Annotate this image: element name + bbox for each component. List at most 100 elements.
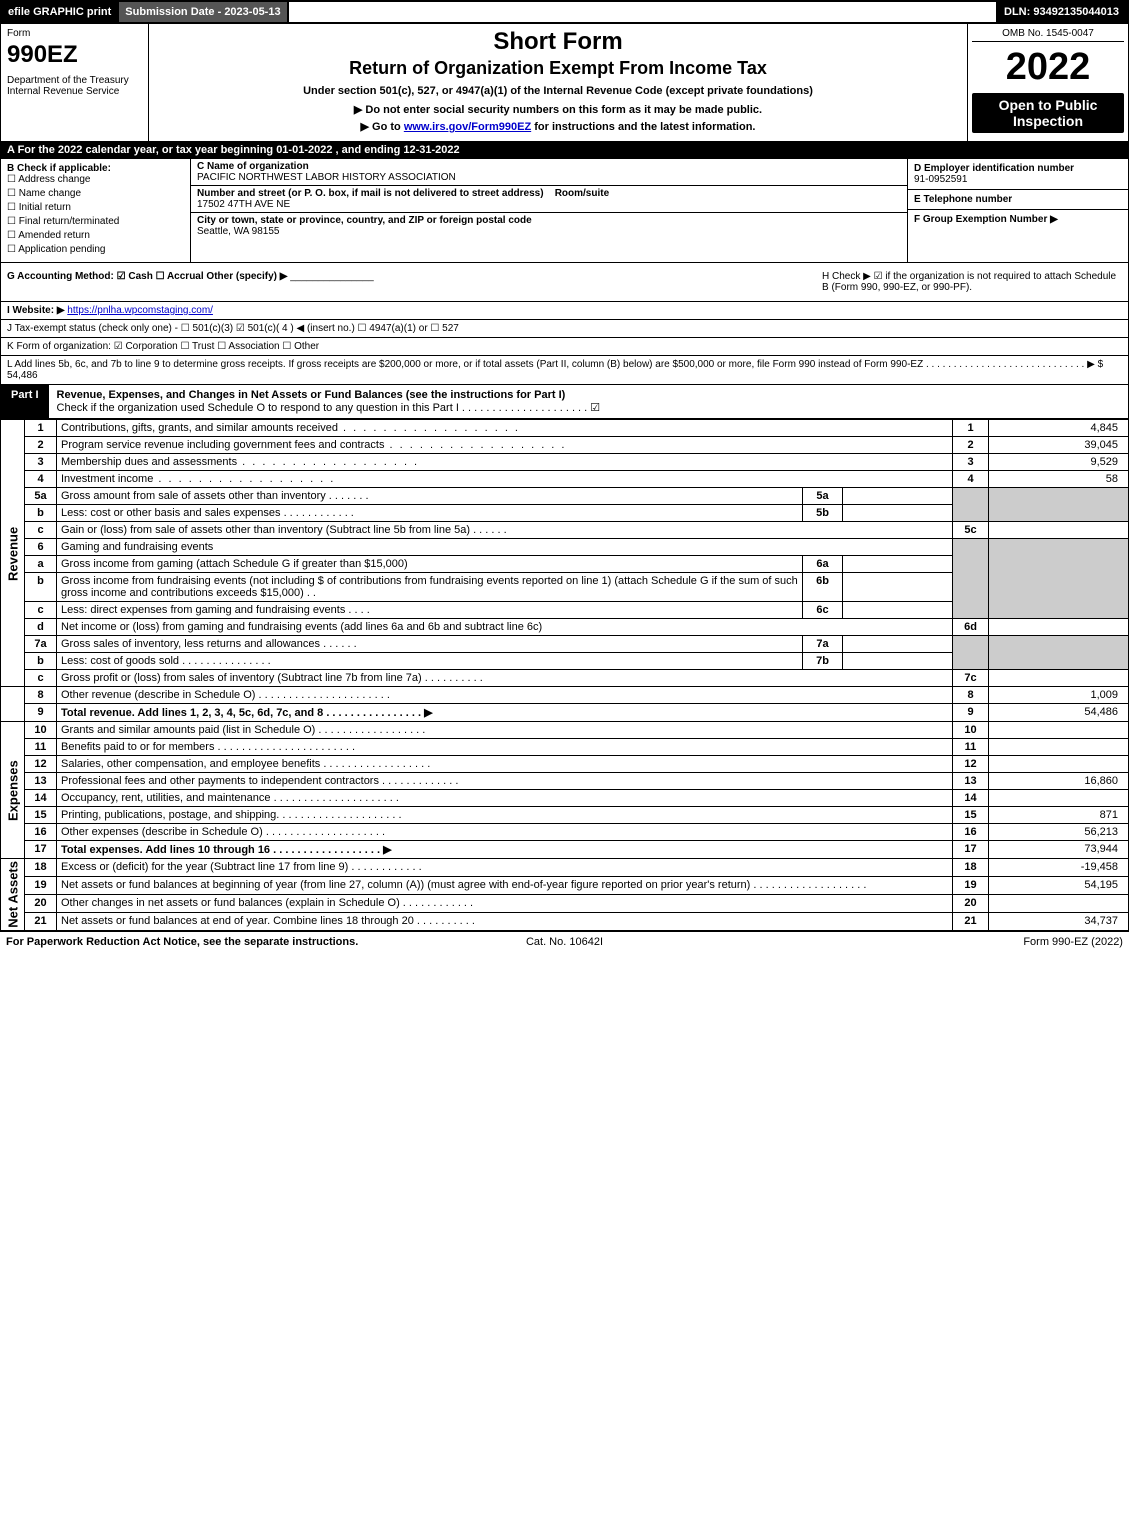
ein-label: D Employer identification number: [914, 163, 1074, 174]
ln-6: 6: [25, 539, 57, 556]
accounting-other-line: _______________: [290, 271, 373, 282]
desc-6c: Less: direct expenses from gaming and fu…: [57, 602, 803, 619]
out-20: 20: [953, 894, 989, 912]
irs-link[interactable]: www.irs.gov/Form990EZ: [404, 121, 531, 133]
irs-label: Internal Revenue Service: [7, 86, 142, 97]
form-word: Form: [7, 28, 142, 39]
ln-6d: d: [25, 619, 57, 636]
out-15: 15: [953, 807, 989, 824]
desc-15: Printing, publications, postage, and shi…: [57, 807, 953, 824]
website-label: I Website: ▶: [7, 305, 65, 316]
desc-11: Benefits paid to or for members . . . . …: [57, 739, 953, 756]
address-block: Number and street (or P. O. box, if mail…: [191, 186, 907, 213]
sub-7a: 7a: [803, 636, 843, 653]
row-l-value: 54,486: [7, 370, 38, 381]
check-label: Application pending: [18, 244, 105, 255]
out-11: 11: [953, 739, 989, 756]
ln-6a: a: [25, 556, 57, 573]
desc-2: Program service revenue including govern…: [61, 439, 566, 451]
phone-label: E Telephone number: [914, 194, 1012, 205]
footer-right: Form 990-EZ (2022): [751, 936, 1123, 948]
ln-4: 4: [25, 471, 57, 488]
lines-table: Revenue 1 Contributions, gifts, grants, …: [0, 419, 1129, 931]
section-g: G Accounting Method: ☑ Cash ☐ Accrual Ot…: [7, 271, 822, 293]
website-link[interactable]: https://pnlha.wpcomstaging.com/: [67, 305, 213, 316]
desc-10: Grants and similar amounts paid (list in…: [57, 722, 953, 739]
check-label: Initial return: [19, 202, 71, 213]
ln-15: 15: [25, 807, 57, 824]
dln: DLN: 93492135044013: [998, 2, 1127, 22]
out-3: 3: [953, 454, 989, 471]
subval-5a: [843, 488, 953, 505]
check-final-return[interactable]: ☐ Final return/terminated: [7, 216, 184, 227]
check-address-change[interactable]: ☐ Address change: [7, 174, 184, 185]
val-7c: [989, 670, 1129, 687]
out-12: 12: [953, 756, 989, 773]
row-k: K Form of organization: ☑ Corporation ☐ …: [0, 338, 1129, 356]
part1-tab: Part I: [1, 385, 49, 418]
check-label: Address change: [18, 174, 90, 185]
out-13: 13: [953, 773, 989, 790]
part1-header: Part I Revenue, Expenses, and Changes in…: [0, 385, 1129, 419]
check-name-change[interactable]: ☐ Name change: [7, 188, 184, 199]
subval-6c: [843, 602, 953, 619]
desc-7b: Less: cost of goods sold . . . . . . . .…: [57, 653, 803, 670]
section-def: D Employer identification number 91-0952…: [908, 159, 1128, 262]
out-7c: 7c: [953, 670, 989, 687]
ln-6c: c: [25, 602, 57, 619]
desc-7a: Gross sales of inventory, less returns a…: [57, 636, 803, 653]
check-label: Name change: [19, 188, 81, 199]
check-application-pending[interactable]: ☐ Application pending: [7, 244, 184, 255]
val-9: 54,486: [989, 704, 1129, 722]
subval-7b: [843, 653, 953, 670]
ln-3: 3: [25, 454, 57, 471]
val-10: [989, 722, 1129, 739]
check-initial-return[interactable]: ☐ Initial return: [7, 202, 184, 213]
topbar: efile GRAPHIC print Submission Date - 20…: [0, 0, 1129, 24]
shadeval-6: [989, 539, 1129, 619]
val-1: 4,845: [989, 420, 1129, 437]
desc-8: Other revenue (describe in Schedule O) .…: [57, 687, 953, 704]
section-f: F Group Exemption Number ▶: [908, 210, 1128, 229]
ln-5b: b: [25, 505, 57, 522]
block-identity: B Check if applicable: ☐ Address change …: [0, 159, 1129, 263]
org-name-block: C Name of organization PACIFIC NORTHWEST…: [191, 159, 907, 186]
subval-6b: [843, 573, 953, 602]
desc-19: Net assets or fund balances at beginning…: [57, 876, 953, 894]
ln-9: 9: [25, 704, 57, 722]
form-number: 990EZ: [7, 41, 142, 69]
desc-17: Total expenses. Add lines 10 through 16 …: [61, 844, 392, 856]
note-ssn: ▶ Do not enter social security numbers o…: [159, 103, 957, 116]
val-16: 56,213: [989, 824, 1129, 841]
title-short-form: Short Form: [159, 28, 957, 56]
desc-9: Total revenue. Add lines 1, 2, 3, 4, 5c,…: [61, 707, 433, 719]
check-amended-return[interactable]: ☐ Amended return: [7, 230, 184, 241]
val-13: 16,860: [989, 773, 1129, 790]
desc-6: Gaming and fundraising events: [57, 539, 953, 556]
ln-19: 19: [25, 876, 57, 894]
desc-13: Professional fees and other payments to …: [57, 773, 953, 790]
desc-4: Investment income: [61, 473, 335, 485]
page-footer: For Paperwork Reduction Act Notice, see …: [0, 931, 1129, 952]
ln-11: 11: [25, 739, 57, 756]
note-goto-pre: ▶ Go to: [361, 121, 404, 133]
val-17: 73,944: [989, 841, 1129, 859]
val-18: -19,458: [989, 859, 1129, 877]
sub-6a: 6a: [803, 556, 843, 573]
part1-title-text: Revenue, Expenses, and Changes in Net As…: [57, 389, 566, 401]
desc-12: Salaries, other compensation, and employ…: [57, 756, 953, 773]
rot-netassets: Net Assets: [1, 859, 25, 931]
ln-2: 2: [25, 437, 57, 454]
val-14: [989, 790, 1129, 807]
sub-6b: 6b: [803, 573, 843, 602]
val-6d: [989, 619, 1129, 636]
desc-21: Net assets or fund balances at end of ye…: [57, 912, 953, 930]
desc-14: Occupancy, rent, utilities, and maintena…: [57, 790, 953, 807]
org-name: PACIFIC NORTHWEST LABOR HISTORY ASSOCIAT…: [197, 172, 456, 183]
check-label: Final return/terminated: [19, 216, 120, 227]
note-goto-post: for instructions and the latest informat…: [531, 121, 755, 133]
section-d: D Employer identification number 91-0952…: [908, 159, 1128, 190]
shade-7ab: [953, 636, 989, 670]
rot-revenue-cont: [1, 687, 25, 722]
row-j: J Tax-exempt status (check only one) - ☐…: [0, 320, 1129, 338]
